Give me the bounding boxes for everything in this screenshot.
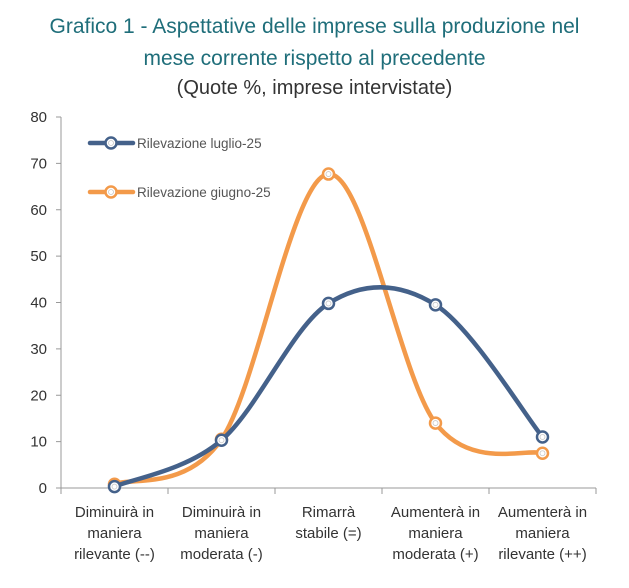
data-point-center — [325, 300, 332, 307]
y-tick-label: 50 — [30, 248, 47, 265]
series-line — [112, 285, 545, 489]
chart-subtitle: (Quote %, imprese intervistate) — [176, 77, 453, 99]
y-tick-label: 10 — [30, 434, 47, 451]
chart-title-line-2: mese corrente rispetto al precedente — [143, 47, 486, 70]
series-group — [107, 167, 550, 494]
y-tick-label: 60 — [30, 202, 47, 219]
x-category-label-line: Aumenterà in — [391, 504, 480, 521]
x-category-label-line: stabile (=) — [295, 525, 361, 542]
x-category-label-line: Rimarrà — [302, 504, 356, 521]
y-tick-label: 70 — [30, 155, 47, 172]
y-tick-label: 20 — [30, 387, 47, 404]
y-tick-label: 40 — [30, 295, 47, 312]
y-tick-label: 30 — [30, 341, 47, 358]
chart-title-line-1: Grafico 1 - Aspettative delle imprese su… — [49, 15, 580, 38]
series-1 — [107, 167, 550, 492]
x-category-label-line: moderata (-) — [180, 546, 263, 563]
x-category-label: Diminuirà in maniera rilevante (--) — [74, 504, 155, 563]
x-category-label-line: Aumenterà in — [498, 504, 587, 521]
legend-label: Rilevazione luglio-25 — [137, 136, 262, 151]
x-category-label: Aumenterà in maniera moderata (+) — [391, 504, 480, 563]
x-category-label-line: maniera — [87, 525, 142, 542]
y-tick-label: 0 — [39, 480, 47, 497]
legend-swatch-marker-center — [108, 140, 114, 146]
x-category-label-line: Diminuirà in — [75, 504, 154, 521]
legend-item: Rilevazione giugno-25 — [87, 185, 271, 200]
y-tick-label: 80 — [30, 109, 47, 126]
legend-item: Rilevazione luglio-25 — [87, 136, 262, 151]
legend: Rilevazione luglio-25 Rilevazione giugno-… — [87, 136, 271, 200]
y-axis-ticks: 0 10 20 30 40 50 60 70 80 — [30, 109, 61, 497]
x-category-label: Diminuirà in maniera moderata (-) — [180, 504, 263, 563]
series-0 — [107, 285, 550, 494]
x-category-label-line: Diminuirà in — [182, 504, 261, 521]
x-category-label-line: rilevante (++) — [498, 546, 586, 563]
x-category-label-line: moderata (+) — [392, 546, 478, 563]
data-point-center — [325, 171, 332, 177]
data-point-center — [539, 434, 546, 440]
data-point-center — [218, 437, 225, 444]
data-point-center — [539, 450, 546, 457]
x-category-label: Rimarrà stabile (=) — [295, 504, 361, 542]
x-axis-categories: Diminuirà in maniera rilevante (--)Diminui… — [60, 488, 597, 563]
data-point-center — [432, 301, 439, 308]
legend-swatch-marker-center — [108, 189, 114, 195]
series-line — [112, 171, 545, 487]
x-category-label-line: maniera — [194, 525, 249, 542]
data-point-center — [111, 483, 118, 490]
x-category-label: Aumenterà in maniera rilevante (++) — [498, 504, 587, 563]
data-point-center — [432, 420, 439, 426]
x-category-label-line: rilevante (--) — [74, 546, 155, 563]
x-category-label-line: maniera — [408, 525, 463, 542]
x-category-label-line: maniera — [515, 525, 570, 542]
legend-label: Rilevazione giugno-25 — [137, 185, 271, 200]
